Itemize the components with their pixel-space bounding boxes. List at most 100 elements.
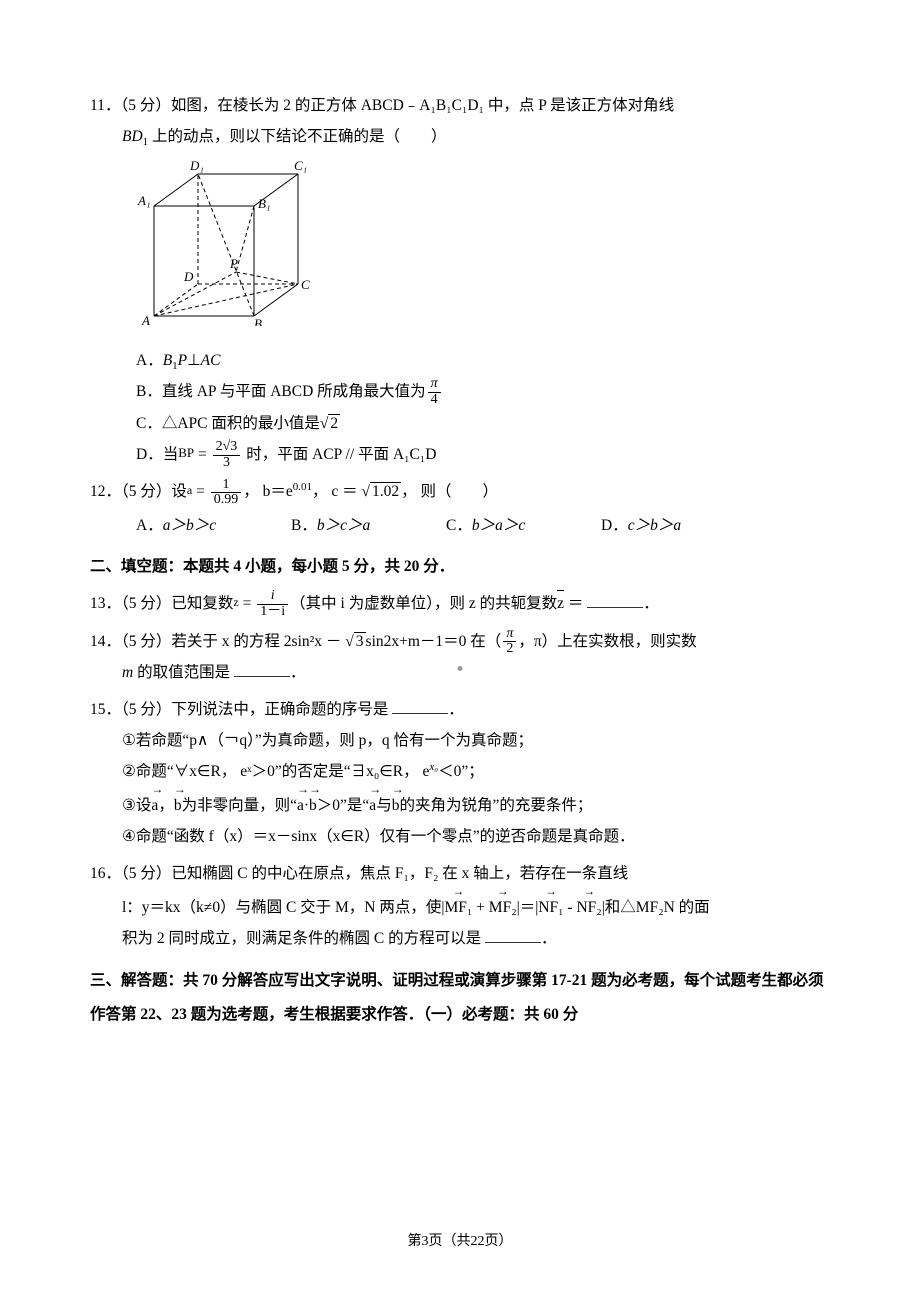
cube-diagram: A B C D A₁ B₁ C₁ D₁ P (136, 158, 316, 326)
footer-total: 22 (471, 1234, 485, 1249)
footer-suffix: 页） (485, 1234, 513, 1249)
q14-l1-mid: sin2x+m－1＝0 在（ (366, 633, 502, 650)
footer-page: 3 (422, 1234, 429, 1249)
q12-number: 12 (90, 483, 106, 500)
q14-number: 14 (90, 633, 106, 650)
q15-stem: 15．（5 分）下列说法中，正确命题的序号是 ． (90, 694, 830, 725)
q16-minus: - (564, 899, 577, 916)
q16: 16．（5 分）已知椭圆 C 的中心在原点，焦点 F₁，F₂ 在 x 轴上，若存… (90, 858, 830, 954)
q11-optD-eq: = (194, 446, 211, 463)
q15-s3-and: 与 (376, 797, 392, 814)
q11-optC: C．△APC 面积的最小值是√2 (90, 408, 830, 439)
q12-optD: D．c＞b＞a (601, 510, 756, 541)
q13: 13．（5 分）已知复数z = i1－i（其中 i 为虚数单位），则 z 的共轭… (90, 588, 830, 620)
q15-s3-m2: ＞0”是“ (317, 797, 370, 814)
q11-stem-text1: 如图，在棱长为 2 的正方体 ABCD﹣A₁B₁C₁D₁ 中，点 P 是该正方体… (171, 97, 674, 114)
q16-plus: + (472, 899, 489, 916)
q15-s3-a2v: a (297, 787, 304, 821)
q11-points: （5 分） (120, 97, 170, 114)
q11-optD: D．当BP = 2√33 时，平面 ACP // 平面 A₁C₁D (90, 439, 830, 471)
q12-post: ， 则（ ） (401, 483, 498, 500)
q15-s3-b3: b (392, 787, 400, 821)
q11-optB-text: 直线 AP 与平面 ABCD 所成角最大值为 (162, 383, 426, 400)
q15-s3-b: b (174, 787, 182, 821)
q12-eq: = (192, 483, 209, 500)
svg-text:C: C (301, 277, 310, 292)
q11-optB-den: 4 (428, 392, 441, 408)
q15-s3-a3: a (369, 787, 376, 821)
q14-points: （5 分） (121, 633, 171, 650)
svg-text:D₁: D₁ (189, 158, 204, 173)
q16-mf1: MF₁ (444, 889, 472, 923)
q15-number: 15 (90, 701, 106, 718)
q16-l2: l：y＝kx（k≠0）与椭圆 C 交于 M，N 两点，使|MF₁ + MF₂|＝… (90, 889, 830, 923)
q16-l2-pre: l：y＝kx（k≠0）与椭圆 C 交于 M，N 两点，使| (122, 899, 444, 916)
q15-s3-b2: b (309, 787, 317, 821)
q12-options: A．a＞b＞c B．b＞c＞a C．b＞a＞c D．c＞b＞a (90, 510, 830, 541)
q15-s4-text: 命题“函数 f（x）＝x－sinx（x∈R）仅有一个零点”的逆否命题是真命题． (136, 828, 635, 845)
q14-l1: 14．（5 分）若关于 x 的方程 2sin²x － √3sin2x+m－1＝0… (90, 626, 830, 658)
q15-s1-text: 若命题“p∧（￢q）”为真命题，则 p，q 恰有一个为真命题； (136, 732, 533, 749)
svg-text:B₁: B₁ (258, 196, 270, 211)
q16-l2-post: |和△MF₂N 的面 (602, 899, 710, 916)
q11-optD-d: 3 (213, 455, 241, 471)
q12-points: （5 分） (121, 483, 171, 500)
q11: 11．（5 分）如图，在棱长为 2 的正方体 ABCD﹣A₁B₁C₁D₁ 中，点… (90, 90, 830, 470)
q15-stem-text: 下列说法中，正确命题的序号是 (171, 701, 392, 718)
q14-blank (234, 661, 290, 678)
q12-optC: C．b＞a＞c (446, 510, 601, 541)
q15-s2-num: ② (122, 756, 136, 787)
q15-s4-num: ④ (122, 821, 136, 852)
svg-text:A₁: A₁ (137, 193, 150, 208)
q14-fd: 2 (503, 641, 516, 657)
q13-eq2: ＝ (564, 595, 587, 612)
q16-number: 16 (90, 865, 106, 882)
q11-optD-bp: BP (178, 445, 194, 460)
q15-s2-post: ＜0”； (438, 763, 484, 780)
q11-optC-text: △APC 面积的最小值是 (162, 415, 320, 432)
q11-optB: B．直线 AP 与平面 ABCD 所成角最大值为π4 (90, 376, 830, 408)
q11-stem-l2: BD1 BD₁ 上的动点，则以下结论不正确的是（ ）上的动点，则以下结论不正确的… (90, 121, 830, 152)
q14-l1-post: ，π）上在实数根，则实数 (518, 633, 696, 650)
svg-text:A: A (141, 313, 150, 326)
q15-s3-num: ③ (122, 790, 136, 821)
q12-rad: 1.02 (370, 482, 401, 500)
q12-optD-t: c＞b＞a (628, 517, 681, 534)
center-dot (458, 666, 463, 671)
footer-prefix: 第 (408, 1234, 422, 1249)
q11-optA: A．B1P⊥AC (90, 345, 830, 376)
q15-s3: ③设a，b为非零向量，则“a·b＞0”是“a与b的夹角为锐角”的充要条件； (90, 787, 830, 821)
q12-optA-t: a＞b＞c (163, 517, 216, 534)
q12-mid: ， b＝e (243, 483, 293, 500)
q14-l2: m m 的取值范围是 的取值范围是 ． (90, 657, 830, 688)
q15-s1-num: ① (122, 725, 136, 756)
q16-nf2: NF₂ (576, 889, 601, 923)
q12-optA: A．a＞b＞c (136, 510, 291, 541)
q16-l3-end: ． (541, 930, 557, 947)
q13-points: （5 分） (121, 595, 171, 612)
q12-optB: B．b＞c＞a (291, 510, 446, 541)
q15-s4: ④命题“函数 f（x）＝x－sinx（x∈R）仅有一个零点”的逆否命题是真命题． (90, 821, 830, 852)
q15-s3-m1: 为非零向量，则“ (182, 797, 297, 814)
q15-s2: ②命题“∀x∈R， eˣ＞0”的否定是“∃x₀∈R， ex₀＜0”； (90, 756, 830, 787)
q13-end: ． (643, 595, 659, 612)
svg-text:P: P (229, 256, 238, 271)
q13-pre: 已知复数 (171, 595, 233, 612)
q11-stem-l1: 11．（5 分）如图，在棱长为 2 的正方体 ABCD﹣A₁B₁C₁D₁ 中，点… (90, 90, 830, 121)
q16-blank (485, 927, 541, 944)
q11-figure: A B C D A₁ B₁ C₁ D₁ P (136, 158, 830, 337)
q11-optB-num: π (428, 377, 441, 392)
q15-end: ． (448, 701, 464, 718)
q16-mf2: MF₂ (489, 889, 517, 923)
q11-optD-pre: 当 (163, 446, 179, 463)
page: 11．（5 分）如图，在棱长为 2 的正方体 ABCD﹣A₁B₁C₁D₁ 中，点… (0, 0, 920, 1302)
q14: 14．（5 分）若关于 x 的方程 2sin²x － √3sin2x+m－1＝0… (90, 626, 830, 689)
q15-points: （5 分） (121, 701, 171, 718)
q11-number: 11 (90, 97, 105, 114)
q12-n: 1 (211, 478, 242, 493)
q15-s1: ①若命题“p∧（￢q）”为真命题，则 p，q 恰有一个为真命题； (90, 725, 830, 756)
q12-mid2: ， c ＝ (312, 483, 362, 500)
footer-mid: 页（共 (429, 1234, 471, 1249)
q13-mid: （其中 i 为虚数单位），则 z 的共轭复数 (290, 595, 557, 612)
q13-zbar: z (557, 595, 564, 612)
